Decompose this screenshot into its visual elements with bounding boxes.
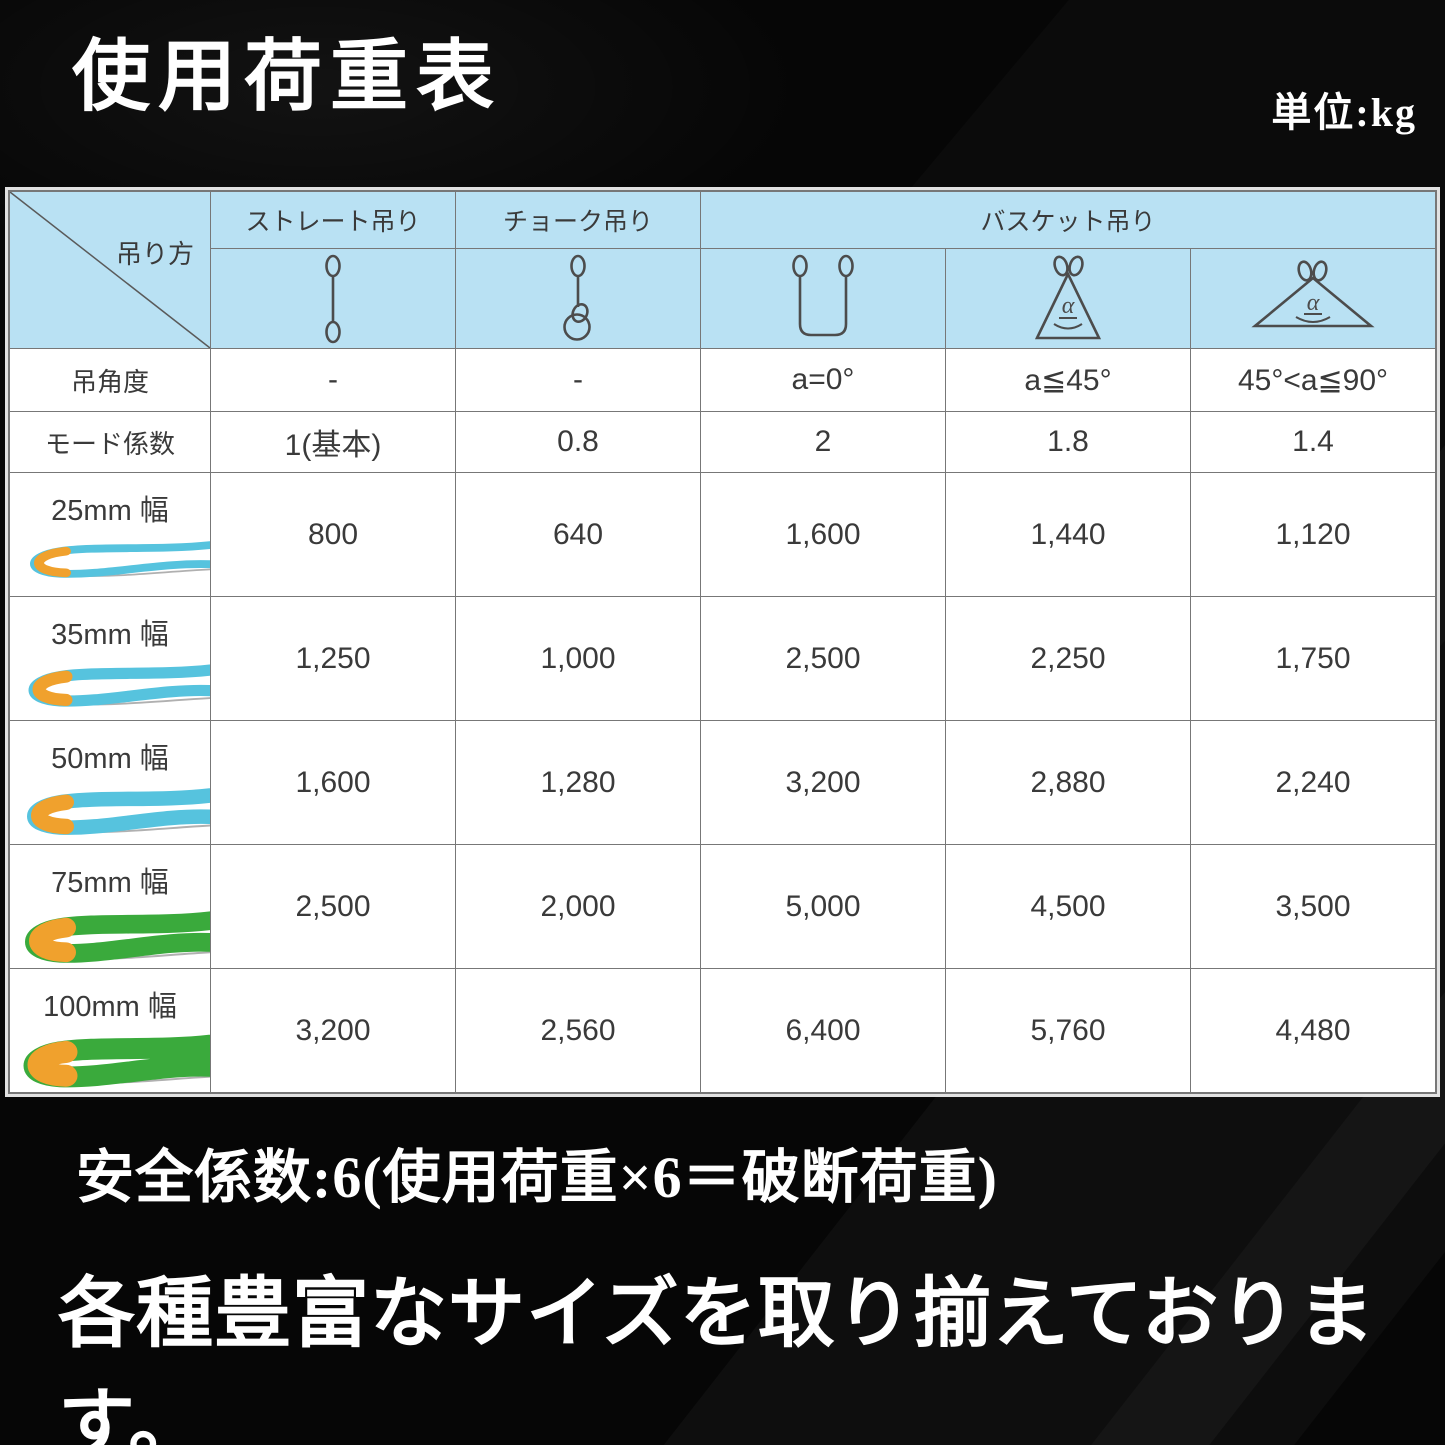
choker-hitch-icon — [456, 249, 700, 348]
load-value: 6,400 — [701, 969, 945, 1092]
load-value: 1,120 — [1191, 473, 1435, 596]
safety-factor-note: 安全係数:6(使用荷重×6＝破断荷重) — [76, 1145, 998, 1210]
load-value: 2,250 — [946, 597, 1190, 720]
load-value: 1,440 — [946, 473, 1190, 596]
width-row-header-25mm: 25mm 幅 — [10, 473, 210, 596]
load-value: 800 — [211, 473, 455, 596]
working-load-table: 吊り方 ストレート吊り チョーク吊り バスケット吊り — [8, 190, 1437, 1094]
diagonal-divider-line — [10, 192, 210, 348]
load-value: 2,500 — [211, 845, 455, 968]
corner-label: 吊り方 — [115, 239, 194, 269]
load-value: 4,500 — [946, 845, 1190, 968]
sling-image-green — [25, 911, 210, 963]
angle-value: - — [211, 349, 455, 411]
load-value: 3,200 — [701, 721, 945, 844]
load-value: 2,880 — [946, 721, 1190, 844]
basket-parallel-icon — [701, 249, 945, 348]
straight-hitch-icon — [211, 249, 455, 348]
angle-value: - — [456, 349, 700, 411]
load-value: 640 — [456, 473, 700, 596]
load-value: 4,480 — [1191, 969, 1435, 1092]
load-value: 3,200 — [211, 969, 455, 1092]
load-value: 1,250 — [211, 597, 455, 720]
width-row-label: 50mm 幅 — [51, 743, 169, 775]
width-row-label: 35mm 幅 — [51, 619, 169, 651]
corner-cell: 吊り方 — [10, 192, 210, 348]
load-value: 1,000 — [456, 597, 700, 720]
angle-value: a=0° — [701, 349, 945, 411]
sling-image-blue — [28, 664, 210, 707]
load-value: 2,500 — [701, 597, 945, 720]
angle-row-label: 吊角度 — [10, 349, 210, 411]
mode-value: 1.8 — [946, 412, 1190, 472]
header-straight-hitch: ストレート吊り — [211, 192, 455, 248]
load-value: 2,000 — [456, 845, 700, 968]
load-value: 1,600 — [701, 473, 945, 596]
load-value: 5,000 — [701, 845, 945, 968]
basket-90-icon: α — [1191, 249, 1435, 348]
width-row-label: 100mm 幅 — [43, 991, 177, 1023]
mode-row-label: モード係数 — [10, 412, 210, 472]
unit-label: 単位:kg — [1271, 90, 1417, 135]
load-value: 2,560 — [456, 969, 700, 1092]
sling-image-blue — [30, 541, 210, 578]
sling-image-green — [23, 1034, 210, 1088]
angle-value: 45°<a≦90° — [1191, 349, 1435, 411]
angle-value: a≦45° — [946, 349, 1190, 411]
load-value: 1,750 — [1191, 597, 1435, 720]
load-value: 2,240 — [1191, 721, 1435, 844]
header-choker-hitch: チョーク吊り — [456, 192, 700, 248]
load-value: 1,600 — [211, 721, 455, 844]
alpha-angle-label: α — [1062, 293, 1075, 319]
load-value: 1,280 — [456, 721, 700, 844]
load-value: 5,760 — [946, 969, 1190, 1092]
width-row-label: 75mm 幅 — [51, 867, 169, 899]
size-variety-note: 各種豊富なサイズを取り揃えております。 — [58, 1271, 1376, 1445]
width-row-header-50mm: 50mm 幅 — [10, 721, 210, 844]
mode-value: 1(基本) — [211, 412, 455, 472]
width-row-header-100mm: 100mm 幅 — [10, 969, 210, 1092]
width-row-header-75mm: 75mm 幅 — [10, 845, 210, 968]
width-row-header-35mm: 35mm 幅 — [10, 597, 210, 720]
mode-value: 0.8 — [456, 412, 700, 472]
sling-image-blue — [27, 788, 210, 835]
mode-value: 2 — [701, 412, 945, 472]
mode-value: 1.4 — [1191, 412, 1435, 472]
header-basket-hitch: バスケット吊り — [701, 192, 1435, 248]
alpha-angle-label: α — [1307, 290, 1320, 316]
width-row-label: 25mm 幅 — [51, 495, 169, 527]
load-value: 3,500 — [1191, 845, 1435, 968]
basket-45-icon: α — [946, 249, 1190, 348]
page-title: 使用荷重表 — [72, 33, 503, 120]
